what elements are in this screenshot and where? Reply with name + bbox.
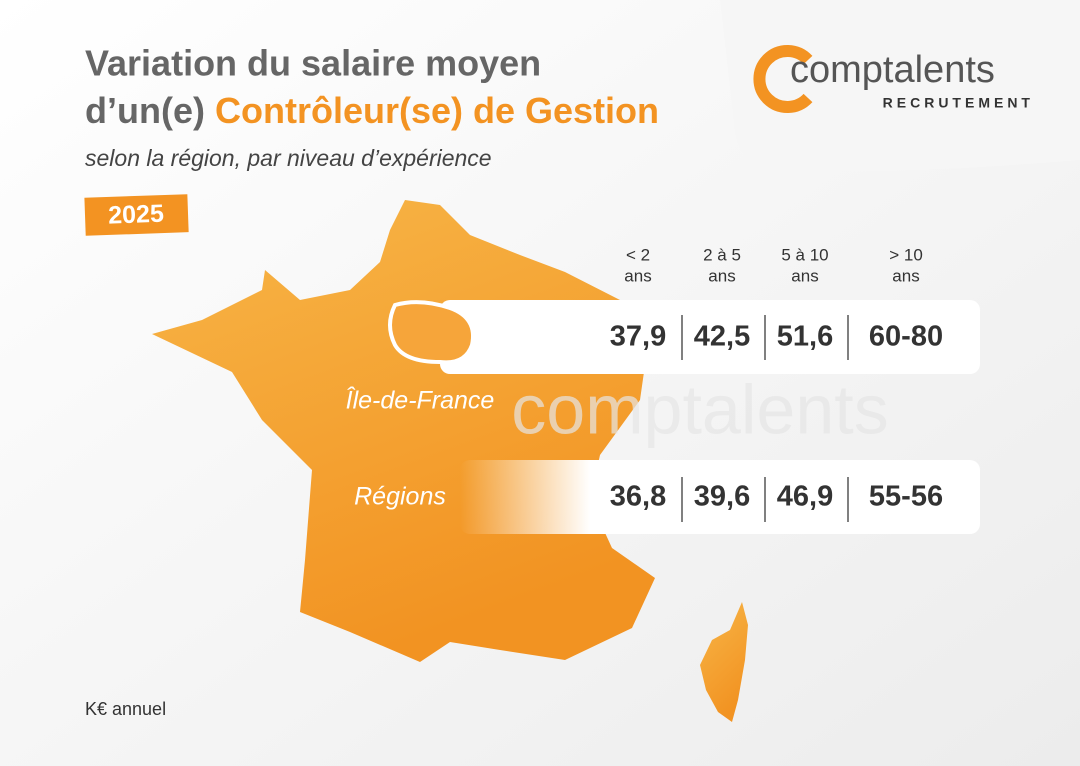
subtitle: selon la région, par niveau d’expérience <box>85 145 492 171</box>
column-header: ans <box>708 266 735 285</box>
cell-value: 51,6 <box>777 321 833 353</box>
logo-mark <box>753 45 813 113</box>
column-header: < 2 <box>626 245 650 264</box>
watermark: comptalents <box>511 370 888 448</box>
logo-panel <box>720 0 1080 172</box>
corsica <box>700 602 748 722</box>
cell-value: 55-56 <box>869 481 943 513</box>
cell-value: 39,6 <box>694 481 750 513</box>
cell-value: 37,9 <box>610 321 666 353</box>
title-highlight: Contrôleur(se) de Gestion <box>215 90 659 131</box>
row-label: Régions <box>354 483 446 511</box>
cell-value: 36,8 <box>610 481 666 513</box>
cell-value: 60-80 <box>869 321 943 353</box>
column-header: 5 à 10 <box>781 245 828 264</box>
column-header: ans <box>892 266 919 285</box>
column-header: ans <box>624 266 651 285</box>
column-header: > 10 <box>889 245 923 264</box>
footnote: K€ annuel <box>85 699 166 719</box>
year: 2025 <box>108 200 165 230</box>
ile-de-france-outline <box>388 300 475 365</box>
column-header: ans <box>791 266 818 285</box>
row-label: Île-de-France <box>346 386 495 415</box>
cell-value: 42,5 <box>694 321 750 353</box>
logo-name: comptalents <box>790 49 995 91</box>
year-badge: 2025 <box>84 194 189 236</box>
title: Variation du salaire moyen <box>85 43 541 84</box>
year-box <box>84 194 189 236</box>
logo-tagline: RECRUTEMENT <box>883 95 1034 111</box>
cell-value: 46,9 <box>777 481 833 513</box>
title-prefix: d’un(e) <box>85 90 205 131</box>
column-header: 2 à 5 <box>703 245 741 264</box>
row-panel <box>460 460 980 534</box>
row-panel <box>440 300 980 374</box>
title: d’un(e) Contrôleur(se) de Gestion <box>85 90 659 131</box>
